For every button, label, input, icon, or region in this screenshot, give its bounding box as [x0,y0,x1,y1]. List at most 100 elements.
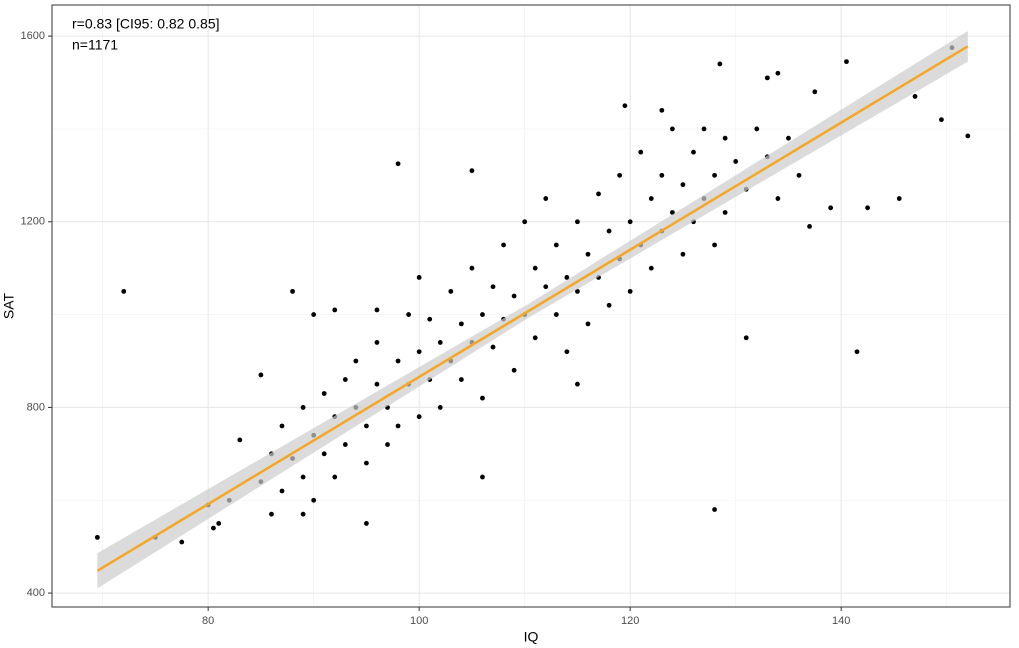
point [121,288,127,294]
point [722,210,728,215]
point [896,196,902,201]
point [237,437,243,443]
point [596,191,601,197]
point [717,61,723,67]
point [585,251,591,257]
point [622,103,628,109]
point [575,381,580,387]
x-tick-label: 80 [202,615,214,627]
point [553,242,559,248]
point [511,293,517,299]
point [501,242,506,248]
point [939,117,944,123]
point [712,172,717,178]
point [844,59,849,65]
point [416,414,422,420]
point [458,377,464,382]
point [865,205,870,211]
point [342,442,348,447]
y-tick-label: 1200 [21,216,45,228]
point [807,223,812,229]
point [416,275,422,280]
x-axis-title: IQ [524,629,539,645]
point [279,488,285,494]
point [912,94,918,99]
point [406,312,412,317]
point [553,312,559,317]
point [321,451,327,457]
point [374,381,380,387]
point [258,372,264,378]
point [94,534,100,540]
point [575,288,580,294]
point [638,149,644,155]
point [458,321,464,327]
point [659,107,665,113]
point [543,196,549,201]
point [680,182,686,188]
point [585,321,591,327]
point [854,349,860,355]
point [427,316,433,322]
point [532,335,538,341]
point [965,133,971,139]
point [179,539,185,545]
point [764,75,770,81]
x-tick-label: 140 [832,615,850,627]
point [669,126,675,132]
x-tick-label: 120 [621,615,639,627]
point [680,251,686,257]
point [374,307,380,313]
plot-border [51,4,1011,608]
point [490,344,496,350]
point [211,525,216,531]
point [828,205,834,211]
point [311,312,317,317]
point [532,265,538,271]
point [395,358,401,364]
point [364,423,369,429]
point [300,474,306,480]
point [416,349,422,355]
y-tick-label: 800 [27,401,45,413]
point [395,423,401,429]
y-axis-title: SAT [1,292,17,319]
point [374,340,380,345]
point [701,126,707,132]
point [812,89,818,95]
point [648,265,654,271]
point [364,460,369,466]
point [269,511,274,517]
point [627,219,633,225]
point [448,288,454,294]
point [659,172,665,178]
annotation: r=0.83 [CI95: 0.82 0.85] [72,16,220,32]
point [796,172,802,178]
point [648,196,654,201]
point [522,219,528,225]
point [712,242,717,248]
point [743,335,749,341]
point [712,507,717,512]
point [575,219,580,225]
point [332,474,338,480]
point [353,358,359,364]
point [511,367,517,373]
point [469,168,475,174]
point [216,521,222,526]
point [775,196,781,201]
point [564,275,570,280]
point [786,135,791,141]
point [480,474,485,480]
annotation: n=1171 [72,37,118,53]
point [364,521,369,526]
point [606,228,612,234]
point [480,312,485,317]
point [606,302,612,308]
point [300,511,306,517]
point [395,161,401,167]
point [279,423,285,429]
point [722,135,728,141]
